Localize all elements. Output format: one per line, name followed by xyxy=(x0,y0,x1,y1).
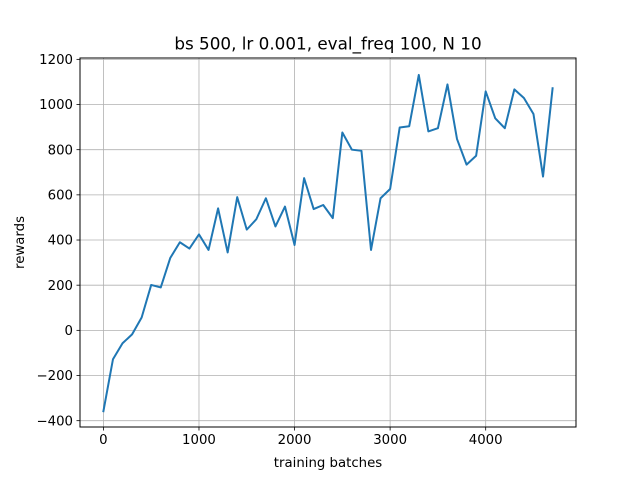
x-tick-label: 4000 xyxy=(469,433,503,448)
x-axis: 0 1000 2000 3000 4000 xyxy=(99,427,503,448)
x-axis-label: training batches xyxy=(274,456,382,471)
y-tick-label: −200 xyxy=(36,369,73,384)
plot-area xyxy=(80,58,576,427)
y-tick-label: −400 xyxy=(36,414,73,429)
series-layer xyxy=(102,73,554,413)
y-axis-label: rewards xyxy=(13,216,28,269)
y-axis: −400 −200 0 200 400 600 800 1000 1200 xyxy=(36,53,80,429)
chart-title: bs 500, lr 0.001, eval_freq 100, N 10 xyxy=(174,34,481,55)
x-tick-label: 0 xyxy=(99,433,107,448)
x-tick-label: 2000 xyxy=(278,433,312,448)
y-tick-label: 800 xyxy=(48,143,73,158)
x-tick-label: 1000 xyxy=(182,433,216,448)
y-tick-label: 400 xyxy=(48,234,73,249)
y-tick-label: 1200 xyxy=(39,53,73,68)
series-line xyxy=(102,73,554,413)
plot-frame xyxy=(79,57,577,428)
x-tick-label: 3000 xyxy=(373,433,407,448)
y-tick-label: 0 xyxy=(65,324,73,339)
y-tick-label: 1000 xyxy=(39,98,73,113)
y-tick-label: 200 xyxy=(48,279,73,294)
y-tick-label: 600 xyxy=(48,189,73,204)
